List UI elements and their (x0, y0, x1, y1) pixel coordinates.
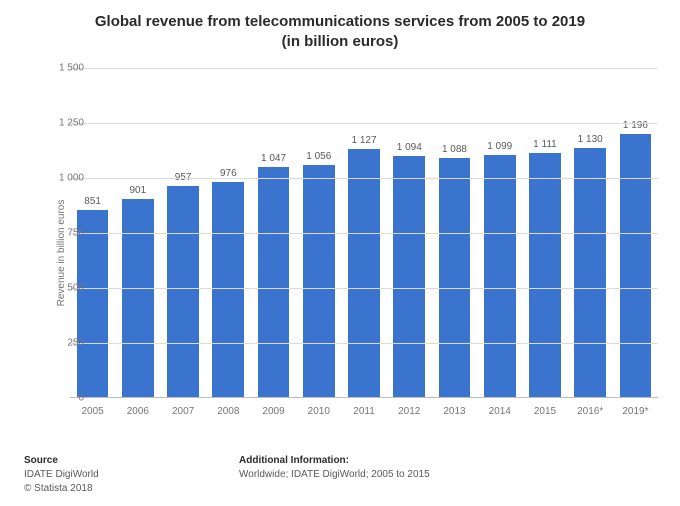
additional-info-heading: Additional Information: (239, 454, 589, 468)
bar-value-label: 1 099 (487, 141, 512, 152)
bar: 1 056 (303, 165, 335, 397)
bar: 1 047 (258, 167, 290, 397)
bar: 1 127 (348, 149, 380, 397)
source-heading: Source (24, 454, 99, 468)
x-tick-label: 2016* (568, 400, 613, 417)
grid-line (70, 233, 658, 234)
bar: 976 (212, 182, 244, 397)
bar: 1 111 (529, 153, 561, 397)
bar-value-label: 1 130 (578, 134, 603, 145)
bar: 1 099 (484, 155, 516, 397)
additional-info-line: Worldwide; IDATE DigiWorld; 2005 to 2015 (239, 468, 589, 482)
chart-footer: Source IDATE DigiWorld © Statista 2018 A… (24, 454, 99, 496)
bar: 1 130 (574, 148, 606, 397)
y-tick-label: 1 250 (34, 118, 84, 129)
bar-value-label: 1 127 (352, 135, 377, 146)
plot-area: 851 901 957 976 1 047 1 056 1 127 1 094 1 088 1 0… (70, 68, 658, 398)
x-tick-label: 2013 (432, 400, 477, 417)
chart-area: Revenue in billion euros 8519019579761 0… (0, 58, 680, 448)
source-line-2: © Statista 2018 (24, 482, 99, 496)
chart-title: Global revenue from telecommunications s… (0, 0, 680, 57)
grid-line (70, 123, 658, 124)
bar: 957 (167, 186, 199, 397)
y-tick-label: 0 (34, 393, 84, 404)
y-tick-label: 1 000 (34, 173, 84, 184)
y-tick-label: 750 (34, 228, 84, 239)
bar: 1 094 (393, 156, 425, 397)
x-tick-label: 2014 (477, 400, 522, 417)
x-tick-label: 2011 (341, 400, 386, 417)
source-line-1: IDATE DigiWorld (24, 468, 99, 482)
bar: 1 088 (439, 158, 471, 397)
bar-value-label: 1 111 (533, 139, 557, 150)
x-tick-label: 2008 (206, 400, 251, 417)
y-tick-label: 500 (34, 283, 84, 294)
grid-line (70, 68, 658, 69)
bar: 901 (122, 199, 154, 397)
grid-line (70, 343, 658, 344)
x-axis: 2005200620072008200920102011201220132014… (70, 400, 658, 417)
bar-value-label: 1 056 (306, 151, 331, 162)
x-tick-label: 2006 (115, 400, 160, 417)
grid-line (70, 288, 658, 289)
bar-value-label: 1 196 (623, 120, 648, 131)
y-tick-label: 250 (34, 338, 84, 349)
bar-value-label: 1 047 (261, 153, 286, 164)
x-tick-label: 2012 (387, 400, 432, 417)
bar-value-label: 851 (84, 196, 101, 207)
x-tick-label: 2009 (251, 400, 296, 417)
x-tick-label: 2019* (613, 400, 658, 417)
bar: 1 196 (620, 134, 652, 397)
bar-value-label: 901 (130, 185, 147, 196)
y-tick-label: 1 500 (34, 63, 84, 74)
grid-line (70, 178, 658, 179)
title-line-2: (in billion euros) (282, 33, 399, 50)
x-tick-label: 2015 (522, 400, 567, 417)
x-tick-label: 2007 (160, 400, 205, 417)
title-line-1: Global revenue from telecommunications s… (95, 13, 585, 30)
bar-value-label: 1 088 (442, 144, 467, 155)
bar-value-label: 1 094 (397, 142, 422, 153)
x-tick-label: 2010 (296, 400, 341, 417)
